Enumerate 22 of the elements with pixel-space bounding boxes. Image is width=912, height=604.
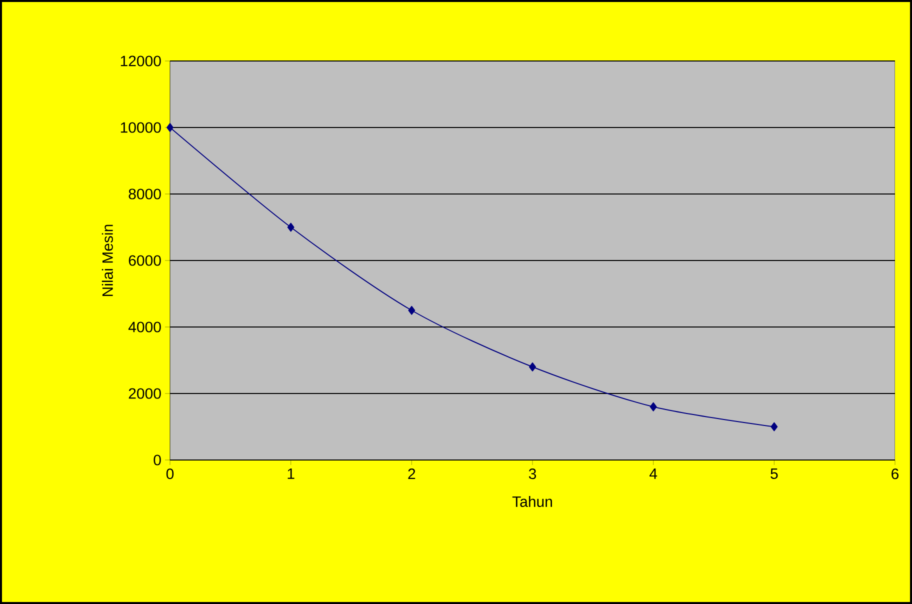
point bbox=[166, 122, 174, 132]
x-tick-label: 1 bbox=[288, 468, 294, 479]
y-tick-label: 8000 bbox=[128, 188, 161, 200]
y-tick-label: 2000 bbox=[128, 388, 161, 399]
y-tick-label: 4000 bbox=[128, 322, 161, 332]
y-tick-label: 12000 bbox=[120, 56, 161, 66]
point bbox=[770, 422, 778, 432]
point bbox=[529, 362, 536, 372]
x-tick-label: 2 bbox=[408, 468, 416, 479]
y-tick-label: 0 bbox=[154, 454, 161, 466]
x-axis-title: Tahun bbox=[512, 496, 552, 507]
x-tick-label: 3 bbox=[528, 468, 536, 480]
x-tick-label: 4 bbox=[650, 468, 658, 479]
x-tick-label: 0 bbox=[166, 468, 174, 480]
point bbox=[408, 306, 416, 315]
x-tick-label: 5 bbox=[770, 468, 778, 479]
point bbox=[287, 222, 294, 232]
y-axis-title: Nilai Mesin bbox=[102, 224, 113, 296]
point bbox=[650, 402, 657, 412]
x-tick-label: 6 bbox=[892, 468, 899, 480]
y-tick-label: 6000 bbox=[128, 255, 161, 266]
y-tick-label: 10000 bbox=[120, 122, 161, 133]
